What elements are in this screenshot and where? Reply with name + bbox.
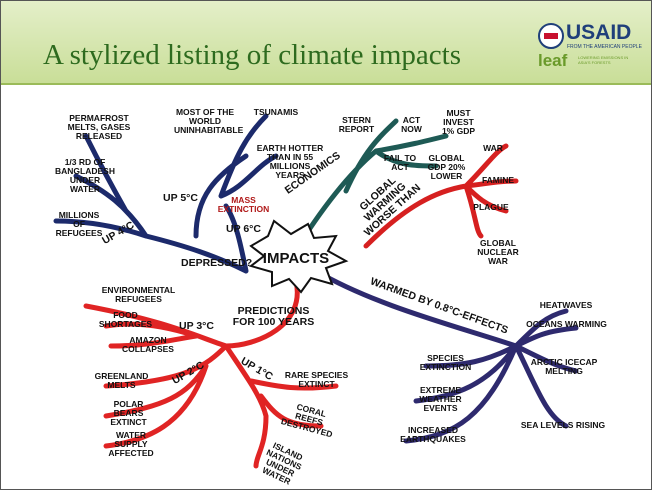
- usaid-tagline: FROM THE AMERICAN PEOPLE: [567, 44, 642, 50]
- node-label: WATER SUPPLY AFFECTED: [101, 431, 161, 458]
- leaf-text: leaf: [538, 51, 567, 71]
- node-label: DEPRESSED?: [181, 258, 251, 269]
- node-label: FAMINE: [478, 176, 518, 185]
- node-label: PREDICTIONS FOR 100 YEARS: [231, 306, 316, 328]
- node-label: AMAZON COLLAPSES: [118, 336, 178, 354]
- leaf-tagline: LOWERING EMISSIONS IN ASIA'S FORESTS: [578, 55, 638, 65]
- node-label: UP 5°C: [158, 193, 203, 204]
- node-label: PERMAFROST MELTS, GASES RELEASED: [64, 114, 134, 141]
- node-label: PLAGUE: [471, 203, 511, 212]
- node-label: STERN REPORT: [334, 116, 379, 134]
- node-label: MASS EXTINCTION: [216, 196, 271, 214]
- node-label: MOST OF THE WORLD UNINHABITABLE: [174, 108, 236, 135]
- node-label: HEATWAVES: [536, 301, 596, 310]
- slide: A stylized listing of climate impacts US…: [0, 0, 652, 490]
- node-label: UP 6°C: [221, 224, 266, 235]
- node-label: EXTREME WEATHER EVENTS: [408, 386, 473, 413]
- node-label: SEA LEVELS RISING: [518, 421, 608, 430]
- node-label: INCREASED EARTHQUAKES: [398, 426, 468, 444]
- node-label: RARE SPECIES EXTINCT: [284, 371, 349, 389]
- node-label: GLOBAL NUCLEAR WAR: [474, 239, 522, 266]
- node-label: WAR: [478, 144, 508, 153]
- node-label: UP 3°C: [174, 321, 219, 332]
- node-label: POLAR BEARS EXTINCT: [101, 400, 156, 427]
- node-label: MUST INVEST 1% GDP: [436, 109, 481, 136]
- node-label: EARTH HOTTER THAN IN 55 MILLIONS YEARS: [256, 144, 324, 180]
- mind-map: IMPACTS ECONOMICS STERN REPORT ACT NOW M…: [46, 96, 611, 481]
- node-label: TSUNAMIS: [251, 108, 301, 117]
- node-label: ARCTIC ICECAP MELTING: [524, 358, 604, 376]
- usaid-text: USAID: [566, 21, 631, 45]
- slide-title: A stylized listing of climate impacts: [43, 39, 461, 72]
- node-label: ENVIRONMENTAL REFUGEES: [101, 286, 176, 304]
- node-label: MILLIONS OF REFUGEES: [54, 211, 104, 238]
- node-label: GLOBAL GDP 20% LOWER: [424, 154, 469, 181]
- node-label: SPECIES EXTINCTION: [418, 354, 473, 372]
- node-label: ACT NOW: [394, 116, 429, 134]
- node-label: FOOD SHORTAGES: [98, 311, 153, 329]
- center-label: IMPACTS: [261, 251, 331, 266]
- usaid-seal: [538, 23, 564, 49]
- node-label: GREENLAND MELTS: [94, 372, 149, 390]
- node-label: OCEANS WARMING: [524, 320, 609, 329]
- node-label: 1/3 RD OF BANGLADESH UNDER WATER: [54, 158, 116, 194]
